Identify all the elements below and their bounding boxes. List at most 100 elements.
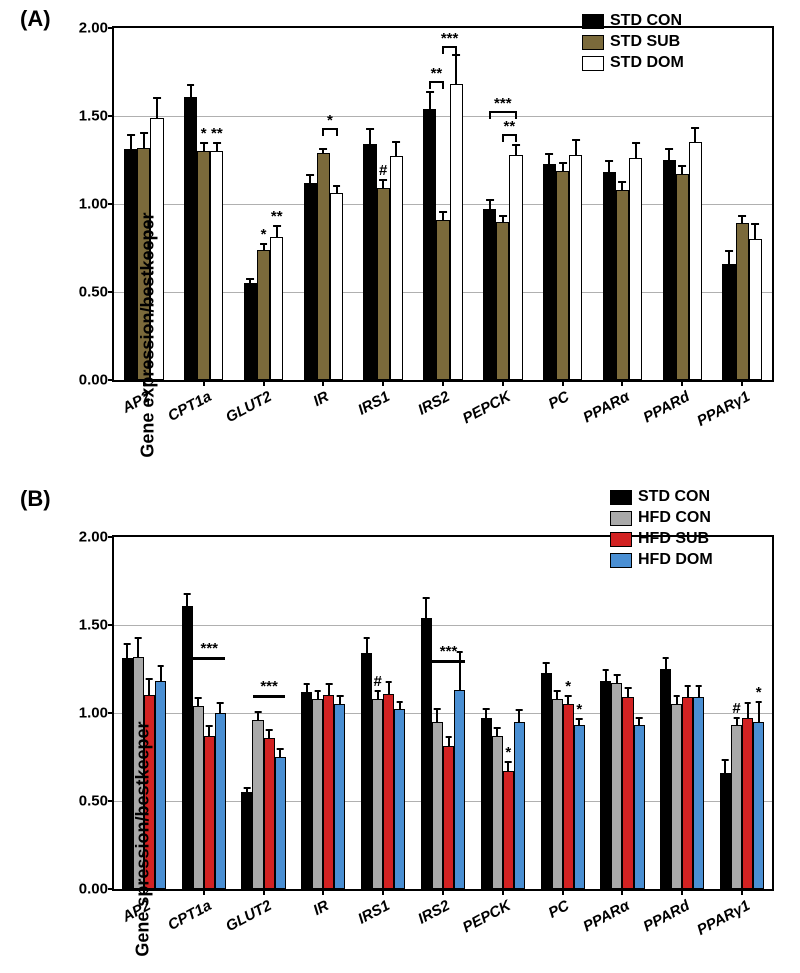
- legend-swatch: [610, 553, 632, 568]
- xtick-label: PPARd: [641, 388, 693, 426]
- error-cap: [512, 144, 520, 146]
- error-cap: [632, 142, 640, 144]
- error-cap: [516, 709, 523, 711]
- bar: [204, 736, 215, 889]
- error-bar: [754, 223, 756, 239]
- xtick-mark: [621, 380, 623, 386]
- xtick-mark: [382, 889, 384, 895]
- error-bar: [137, 637, 139, 656]
- error-cap: [306, 174, 314, 176]
- bar: [241, 792, 252, 889]
- error-cap: [565, 695, 572, 697]
- error-cap: [187, 84, 195, 86]
- legend-label: STD DOM: [610, 54, 684, 72]
- bar: [323, 695, 334, 889]
- xtick-label: GLUT2: [223, 897, 274, 935]
- error-cap: [366, 128, 374, 130]
- bar: [210, 151, 223, 380]
- error-cap: [277, 748, 284, 750]
- error-cap: [546, 153, 554, 155]
- xtick-mark: [741, 889, 743, 895]
- error-cap: [605, 160, 613, 162]
- bar: [334, 704, 345, 889]
- bar: [244, 283, 257, 380]
- error-bar: [369, 128, 371, 144]
- bar: [330, 193, 343, 380]
- xtick-label: IR: [311, 897, 332, 919]
- bar: [509, 155, 522, 380]
- significance-mark: #: [732, 701, 740, 716]
- error-cap: [738, 215, 746, 217]
- legend-swatch: [610, 532, 632, 547]
- ytick-mark: [108, 800, 114, 802]
- legend-item: STD SUB: [582, 33, 684, 51]
- xtick-mark: [502, 889, 504, 895]
- xtick-mark: [681, 889, 683, 895]
- error-cap: [337, 695, 344, 697]
- error-cap: [140, 132, 148, 134]
- error-cap: [543, 662, 550, 664]
- xtick-mark: [442, 380, 444, 386]
- error-cap: [603, 669, 610, 671]
- bar: [671, 704, 682, 889]
- grid-line: [114, 625, 772, 626]
- bar: [634, 725, 645, 889]
- legend-label: STD CON: [610, 12, 682, 30]
- legend-swatch: [610, 511, 632, 526]
- xtick-label: IR: [311, 388, 332, 410]
- error-cap: [426, 91, 434, 93]
- error-cap: [619, 181, 627, 183]
- bar: [193, 706, 204, 889]
- legend-item: STD CON: [582, 12, 684, 30]
- xtick-label: PEPCK: [460, 897, 514, 936]
- error-cap: [124, 643, 131, 645]
- error-bar: [455, 54, 457, 84]
- significance-mark: *: [576, 702, 582, 717]
- error-cap: [576, 718, 583, 720]
- bar: [563, 704, 574, 889]
- error-cap: [217, 702, 224, 704]
- significance-mark: ***: [441, 31, 459, 46]
- bar: [155, 681, 166, 889]
- bar: [660, 669, 671, 889]
- bar: [377, 188, 390, 380]
- error-cap: [195, 697, 202, 699]
- bar: [720, 773, 731, 889]
- bar: [361, 653, 372, 889]
- error-cap: [319, 148, 327, 150]
- bar: [394, 709, 405, 889]
- xtick-label: CPT1a: [165, 897, 214, 934]
- error-cap: [423, 597, 430, 599]
- error-cap: [733, 717, 740, 719]
- bar: [622, 697, 633, 889]
- error-cap: [614, 674, 621, 676]
- plot-area: 0.000.501.001.502.00AP2CPT1aGLUT2IRIRS1I…: [112, 535, 774, 891]
- bar: [182, 606, 193, 889]
- legend-label: HFD SUB: [638, 530, 709, 548]
- error-cap: [751, 223, 759, 225]
- error-cap: [184, 593, 191, 595]
- error-bar: [747, 702, 749, 718]
- xtick-label: PPARγ1: [694, 388, 753, 430]
- error-cap: [374, 690, 381, 692]
- xtick-label: PEPCK: [460, 388, 514, 427]
- error-cap: [333, 185, 341, 187]
- error-cap: [755, 701, 762, 703]
- error-cap: [396, 701, 403, 703]
- xtick-label: PC: [545, 388, 571, 413]
- bar: [496, 222, 509, 380]
- xtick-mark: [562, 380, 564, 386]
- error-cap: [153, 97, 161, 99]
- xtick-mark: [442, 889, 444, 895]
- bar: [492, 736, 503, 889]
- error-bar: [758, 701, 760, 722]
- legend-item: HFD SUB: [610, 530, 713, 548]
- y-axis-label: Gene spression/bestkeeper: [133, 722, 154, 957]
- ytick-mark: [108, 888, 114, 890]
- xtick-mark: [382, 380, 384, 386]
- error-bar: [130, 134, 132, 150]
- bar: [543, 164, 556, 380]
- error-cap: [684, 685, 691, 687]
- error-cap: [636, 717, 643, 719]
- xtick-mark: [203, 889, 205, 895]
